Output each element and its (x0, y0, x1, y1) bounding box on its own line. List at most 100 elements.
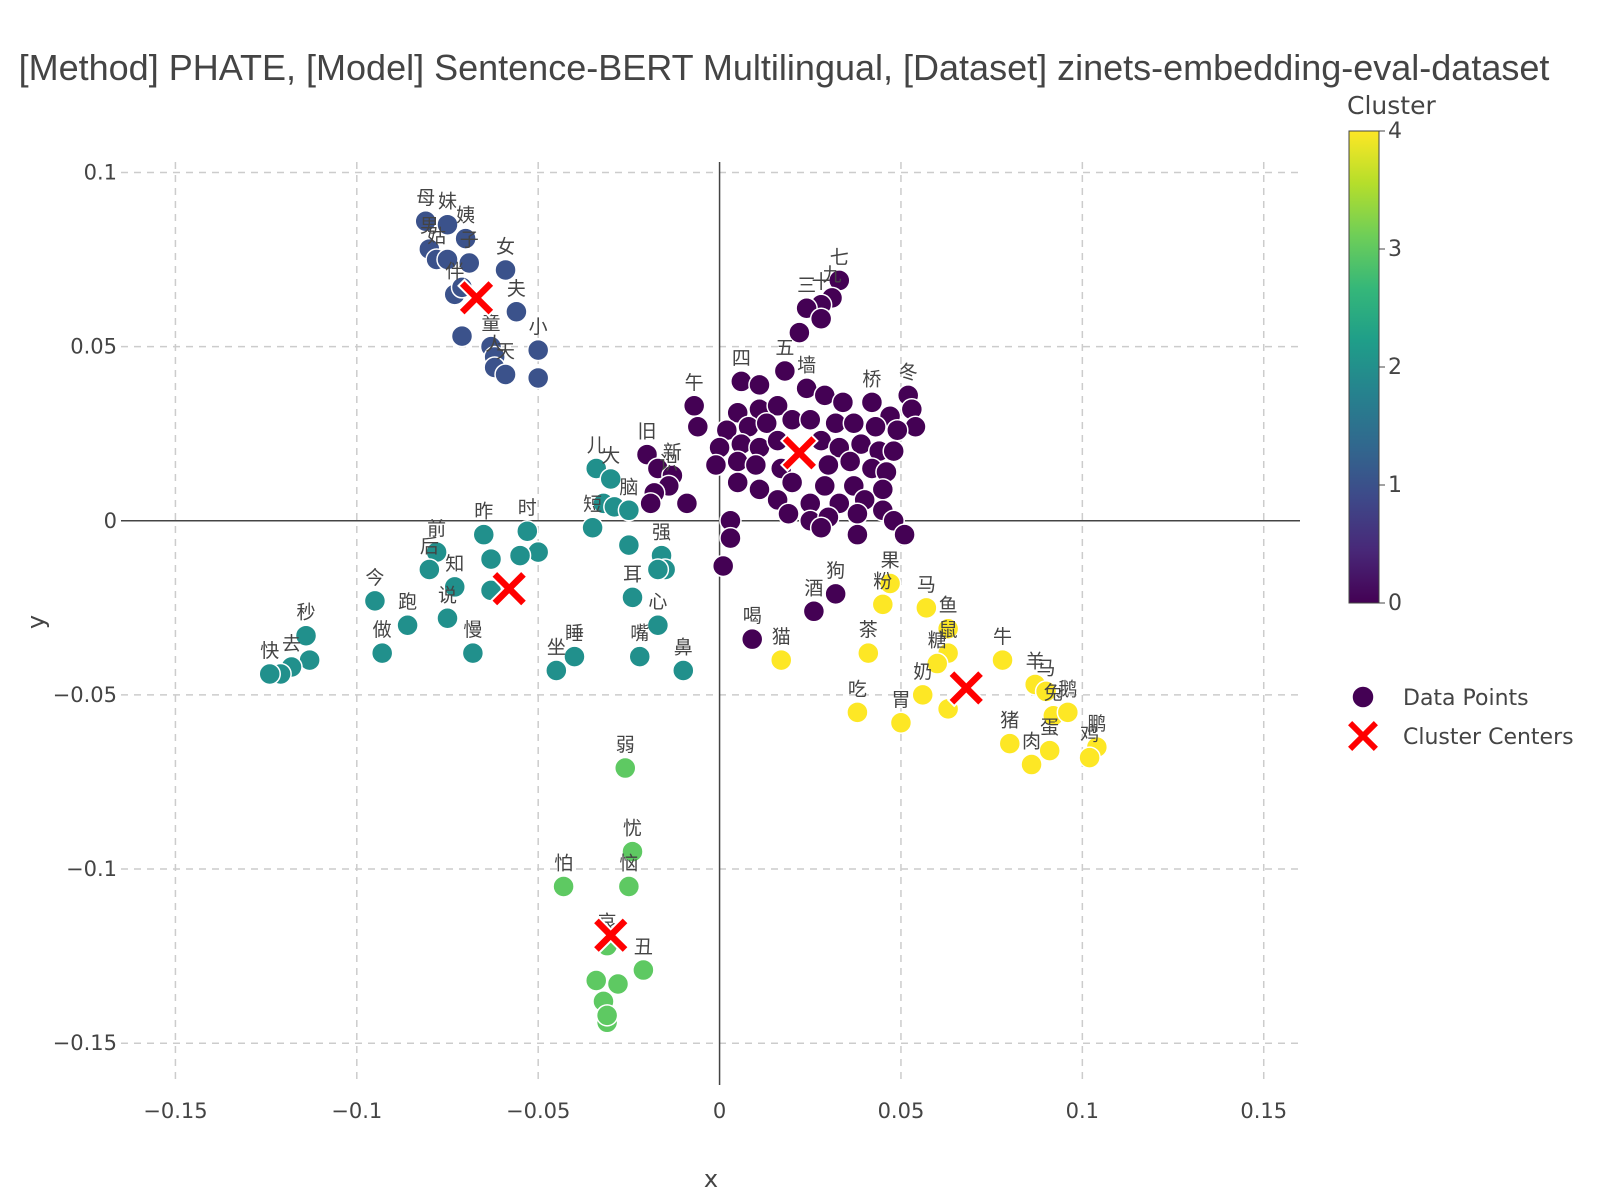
data-point (414, 209, 437, 233)
data-point (672, 659, 695, 682)
point-label: 丑 (634, 936, 653, 958)
y-tick-label: −0.15 (53, 1031, 117, 1055)
point-label: 脑 (619, 476, 638, 498)
data-point (294, 624, 318, 647)
data-point (396, 613, 419, 637)
legend-item[interactable]: Cluster Centers (1345, 718, 1574, 754)
data-point (418, 558, 441, 581)
point-label: 兔 (1044, 682, 1063, 704)
point-label: 恼 (619, 852, 638, 874)
data-point (370, 641, 394, 665)
data-point (545, 659, 568, 682)
point-label: 旧 (638, 421, 657, 443)
point-label: 短 (583, 494, 602, 516)
data-point (744, 453, 768, 477)
legend-item[interactable]: Data Points (1351, 685, 1529, 711)
data-point (595, 1004, 619, 1027)
point-label: 女 (496, 236, 515, 258)
data-point (831, 391, 855, 414)
data-point (704, 453, 728, 477)
data-point (599, 467, 622, 491)
point-label: 狗 (826, 560, 845, 582)
data-point (450, 324, 474, 348)
point-label: 母 (416, 187, 435, 209)
data-point (755, 411, 778, 435)
data-point (621, 840, 644, 863)
point-label: 大 (601, 445, 620, 467)
data-point (802, 600, 826, 623)
data-point (646, 613, 670, 637)
point-label: 慢 (463, 619, 482, 641)
point-label: 姨 (456, 205, 475, 227)
data-point (675, 492, 699, 515)
point-label: 五 (775, 337, 794, 359)
data-point (711, 554, 735, 578)
data-point (936, 617, 960, 640)
point-label: 七 (830, 246, 849, 268)
point-label: 心 (648, 591, 667, 613)
cluster-centers (457, 278, 986, 955)
data-points (258, 209, 1109, 1034)
data-point (617, 875, 641, 898)
point-label: 九 (823, 264, 842, 286)
data-point (632, 958, 655, 982)
point-label: 粉 (873, 570, 892, 592)
y-tick-label: 0.05 (70, 335, 117, 359)
cluster-center (779, 433, 819, 473)
point-label: 鼻 (674, 637, 693, 659)
point-label: 茶 (859, 619, 878, 641)
point-label: 胃 (891, 689, 910, 711)
point-label: 弱 (616, 734, 635, 756)
cluster-center-x-mark (457, 278, 496, 318)
point-label: 童 (482, 313, 501, 335)
point-label: 说 (438, 584, 457, 606)
point-label: 鹅 (1058, 678, 1077, 700)
data-point (516, 519, 539, 543)
point-label: 识 (659, 452, 678, 474)
legend[interactable]: Data Points Cluster Centers (1345, 685, 1574, 754)
point-label: 知 (445, 553, 464, 575)
point-label: 秒 (297, 602, 316, 624)
zero-axes (121, 162, 1300, 1085)
data-point (813, 474, 837, 498)
x-tick-label: −0.05 (506, 1099, 570, 1123)
data-point (436, 607, 459, 630)
data-point (479, 547, 503, 571)
y-tick-labels: 0.1 0.05 0 −0.05 −0.1 −0.15 (53, 160, 117, 1055)
data-point (788, 321, 811, 344)
data-point (730, 370, 753, 393)
data-point (766, 394, 789, 418)
data-point (719, 526, 742, 550)
point-label: 肉 (1022, 731, 1041, 753)
cluster-center-x-mark (946, 668, 986, 708)
data-point (991, 648, 1014, 672)
point-label: 午 (685, 372, 704, 394)
x-axis-title: x (704, 1165, 718, 1193)
data-point (454, 227, 477, 250)
chart-title: [Method] PHATE, [Model] Sentence-BERT Mu… (19, 47, 1550, 88)
point-label: 跑 (398, 591, 417, 613)
point-label: 忧 (623, 818, 642, 840)
data-point (494, 258, 517, 282)
legend-label: Data Points (1403, 686, 1529, 711)
data-point (1038, 739, 1061, 762)
point-label: 前 (427, 518, 446, 540)
data-point (682, 394, 706, 418)
data-point (472, 523, 496, 546)
x-tick-label: 0.05 (878, 1099, 925, 1123)
data-point (526, 366, 550, 390)
point-label: 果 (881, 549, 900, 571)
data-point (871, 593, 895, 616)
data-point (1056, 701, 1080, 724)
legend-x-marker (1345, 718, 1381, 754)
legend-label: Cluster Centers (1403, 725, 1574, 750)
y-tick-label: −0.05 (53, 683, 117, 707)
point-label: 坐 (547, 637, 566, 659)
data-point (904, 415, 927, 438)
point-label: 奶 (913, 661, 932, 683)
colorbar-tick-label: 1 (1388, 473, 1402, 498)
cluster-center-x-mark (779, 433, 819, 473)
data-point (258, 662, 281, 686)
cluster-center (946, 668, 986, 708)
